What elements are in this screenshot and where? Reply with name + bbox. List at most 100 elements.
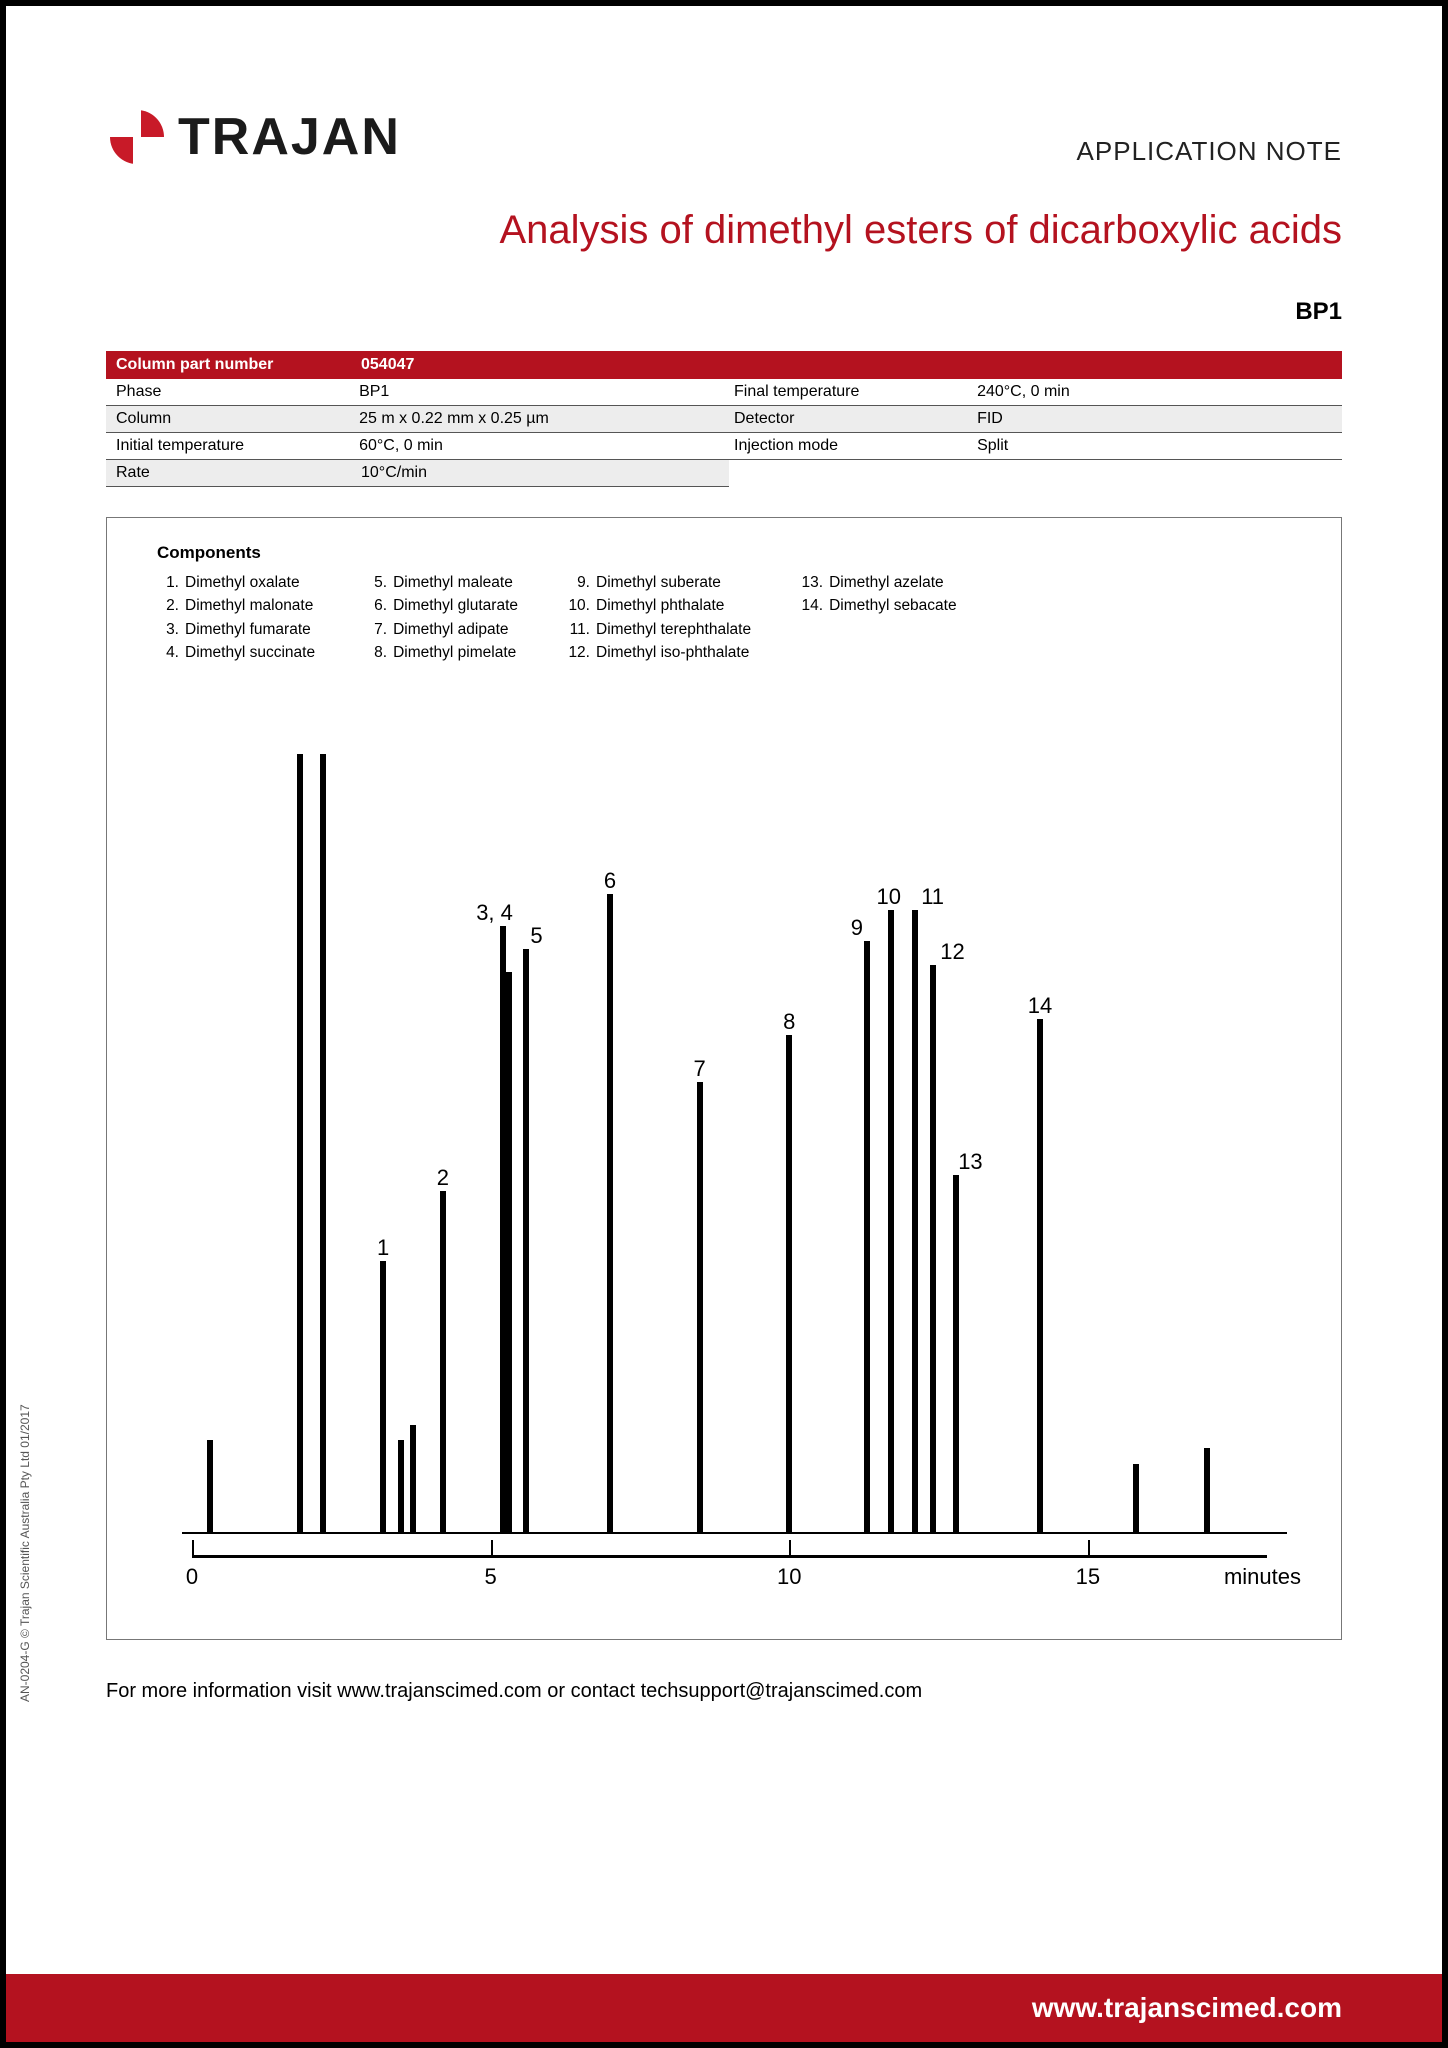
- list-item: 14.Dimethyl sebacate: [801, 594, 957, 617]
- chromatogram-peak: [506, 972, 512, 1534]
- component-number: 8.: [365, 641, 387, 664]
- component-name: Dimethyl iso-phthalate: [596, 641, 749, 664]
- param-value: BP1: [349, 379, 724, 405]
- component-number: 13.: [801, 571, 823, 594]
- components-column: 13. Dimethyl azelate14.Dimethyl sebacate: [801, 571, 957, 664]
- params-header-value: 054047: [361, 356, 414, 374]
- param-label: Injection mode: [724, 433, 967, 459]
- chromatogram-peak: [1133, 1464, 1139, 1534]
- list-item: 10.Dimethyl phthalate: [568, 594, 751, 617]
- param-value: 60°C, 0 min: [349, 433, 724, 459]
- component-name: Dimethyl maleate: [393, 571, 513, 594]
- list-item: 12. Dimethyl iso-phthalate: [568, 641, 751, 664]
- peak-label: 9: [851, 915, 863, 941]
- x-tick: [1088, 1540, 1090, 1558]
- component-number: 6.: [365, 594, 387, 617]
- component-number: 5.: [365, 571, 387, 594]
- param-label: Final temperature: [724, 379, 967, 405]
- chromatogram-peak: [380, 1261, 386, 1534]
- chromatogram-peak: [410, 1425, 416, 1534]
- list-item: 11.Dimethyl terephthalate: [568, 618, 751, 641]
- component-name: Dimethyl fumarate: [185, 618, 311, 641]
- components-title: Components: [157, 543, 1311, 563]
- chromatogram-peak: [297, 754, 303, 1534]
- param-value: Split: [967, 433, 1342, 459]
- list-item: 7. Dimethyl adipate: [365, 618, 518, 641]
- param-value: 10°C/min: [351, 460, 729, 486]
- component-number: 12.: [568, 641, 590, 664]
- brand-logo: TRAJAN: [106, 106, 401, 168]
- param-label: Column: [106, 406, 349, 432]
- table-row: Rate10°C/min: [106, 460, 729, 487]
- param-label: Initial temperature: [106, 433, 349, 459]
- list-item: 6. Dimethyl glutarate: [365, 594, 518, 617]
- peak-label: 1: [377, 1235, 389, 1261]
- table-row: PhaseBP1Final temperature240°C, 0 min: [106, 379, 1342, 406]
- footer-url: www.trajanscimed.com: [1032, 1992, 1342, 2024]
- chromatogram-peak: [888, 910, 894, 1534]
- component-number: 7.: [365, 618, 387, 641]
- list-item: 8.Dimethyl pimelate: [365, 641, 518, 664]
- peak-label: 11: [921, 884, 944, 910]
- peak-label: 12: [940, 939, 964, 965]
- peak-label: 6: [604, 868, 616, 894]
- component-name: Dimethyl glutarate: [393, 594, 518, 617]
- chart-panel: Components 1.Dimethyl oxalate2.Dimethyl …: [106, 517, 1342, 1640]
- chromatogram-peak: [440, 1191, 446, 1534]
- component-name: Dimethyl succinate: [185, 641, 315, 664]
- params-header-row: Column part number 054047: [106, 351, 1342, 379]
- chromatogram-peak: [953, 1175, 959, 1534]
- peak-label: 14: [1028, 993, 1052, 1019]
- chromatogram-peak: [398, 1440, 404, 1534]
- component-number: 9.: [568, 571, 590, 594]
- component-number: 11.: [568, 618, 590, 641]
- param-label: Rate: [106, 460, 351, 486]
- variant-label: BP1: [106, 298, 1342, 326]
- brand-name: TRAJAN: [178, 107, 401, 167]
- peak-label: 13: [958, 1149, 982, 1175]
- x-axis: [192, 1555, 1267, 1558]
- peak-label: 3, 4: [476, 900, 513, 926]
- chromatogram-peak: [607, 894, 613, 1534]
- side-credit: AN-0204-G © Trajan Scientific Australia …: [18, 1404, 32, 1702]
- baseline: [182, 1532, 1287, 1534]
- x-axis-label: minutes: [1224, 1564, 1301, 1590]
- component-name: Dimethyl phthalate: [596, 594, 724, 617]
- list-item: 9. Dimethyl suberate: [568, 571, 751, 594]
- peak-label: 2: [437, 1165, 449, 1191]
- chromatogram-peak: [1204, 1448, 1210, 1534]
- x-tick-label: 5: [484, 1564, 496, 1590]
- component-number: 1.: [157, 571, 179, 594]
- footer-bar: www.trajanscimed.com: [6, 1974, 1442, 2042]
- peak-label: 8: [783, 1009, 795, 1035]
- list-item: 5. Dimethyl maleate: [365, 571, 518, 594]
- param-value: 25 m x 0.22 mm x 0.25 µm: [349, 406, 724, 432]
- x-tick: [192, 1540, 194, 1558]
- chromatogram-peak: [697, 1082, 703, 1534]
- component-name: Dimethyl suberate: [596, 571, 721, 594]
- component-name: Dimethyl adipate: [393, 618, 508, 641]
- footer-info: For more information visit www.trajansci…: [106, 1680, 1342, 1703]
- components-column: 5.Dimethyl maleate6.Dimethyl glutarate7.…: [365, 571, 518, 664]
- chromatogram-peak: [912, 910, 918, 1534]
- list-item: 2.Dimethyl malonate: [157, 594, 315, 617]
- list-item: 13. Dimethyl azelate: [801, 571, 957, 594]
- chromatogram-peak: [786, 1035, 792, 1534]
- component-name: Dimethyl sebacate: [829, 594, 957, 617]
- table-row: Initial temperature60°C, 0 minInjection …: [106, 433, 1342, 460]
- chromatogram-peak: [930, 965, 936, 1534]
- param-value: FID: [967, 406, 1342, 432]
- component-number: 2.: [157, 594, 179, 617]
- doc-type: APPLICATION NOTE: [1077, 136, 1342, 167]
- component-name: Dimethyl azelate: [829, 571, 944, 594]
- chromatogram-peak: [320, 754, 326, 1534]
- x-tick-label: 0: [186, 1564, 198, 1590]
- params-table: Column part number 054047 PhaseBP1Final …: [106, 351, 1342, 487]
- list-item: 4.Dimethyl succinate: [157, 641, 315, 664]
- x-tick: [789, 1540, 791, 1558]
- param-label: Detector: [724, 406, 967, 432]
- component-number: 3.: [157, 618, 179, 641]
- logo-mark-icon: [106, 106, 168, 168]
- params-header-label: Column part number: [116, 356, 361, 374]
- header: TRAJAN APPLICATION NOTE: [106, 106, 1342, 168]
